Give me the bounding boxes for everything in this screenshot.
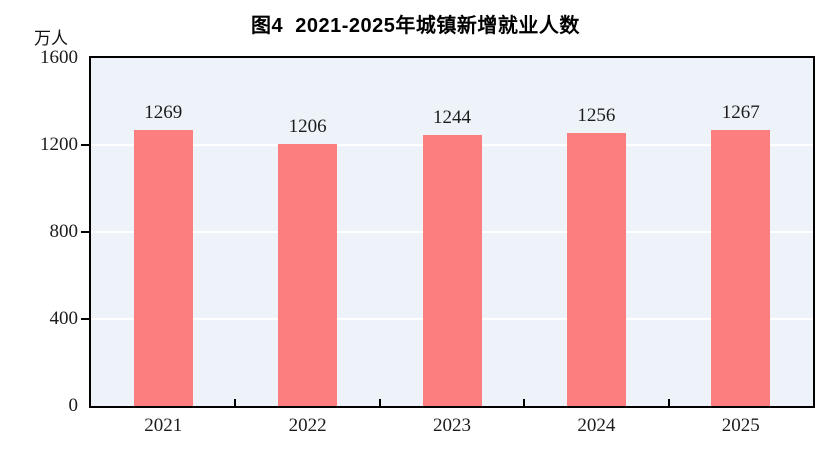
x-axis-tick bbox=[667, 399, 670, 406]
y-axis-tick bbox=[81, 318, 89, 320]
y-axis-tick-label: 0 bbox=[68, 395, 79, 416]
plot-area bbox=[89, 56, 815, 408]
bar-value-label: 1267 bbox=[721, 102, 760, 124]
x-axis-tick bbox=[378, 399, 381, 406]
y-axis-tick bbox=[81, 231, 89, 233]
x-axis-category-label: 2025 bbox=[721, 415, 760, 436]
bar-value-label: 1244 bbox=[433, 107, 471, 129]
bar bbox=[133, 130, 193, 406]
y-axis-tick-label: 1200 bbox=[40, 134, 78, 155]
y-axis-tick bbox=[81, 144, 89, 146]
bar-value-label: 1256 bbox=[577, 104, 616, 126]
bar bbox=[422, 135, 482, 406]
x-axis-category-label: 2021 bbox=[144, 415, 183, 436]
x-axis-tick bbox=[523, 399, 526, 406]
y-axis-tick-label: 400 bbox=[49, 308, 79, 329]
bar-value-label: 1269 bbox=[144, 101, 183, 123]
bar-value-label: 1206 bbox=[288, 115, 327, 137]
y-axis-unit-label: 万人 bbox=[34, 29, 68, 48]
x-axis-category-label: 2024 bbox=[577, 415, 616, 436]
bar bbox=[566, 132, 626, 406]
bar bbox=[711, 130, 771, 406]
x-axis-category-label: 2022 bbox=[288, 415, 327, 436]
x-axis-tick bbox=[234, 399, 237, 406]
chart-title: 图4 2021-2025年城镇新增就业人数 bbox=[251, 15, 580, 37]
y-axis-tick-label: 1600 bbox=[40, 47, 78, 68]
bar bbox=[278, 143, 338, 406]
x-axis-category-label: 2023 bbox=[433, 415, 471, 436]
y-axis-tick-label: 800 bbox=[49, 221, 79, 242]
